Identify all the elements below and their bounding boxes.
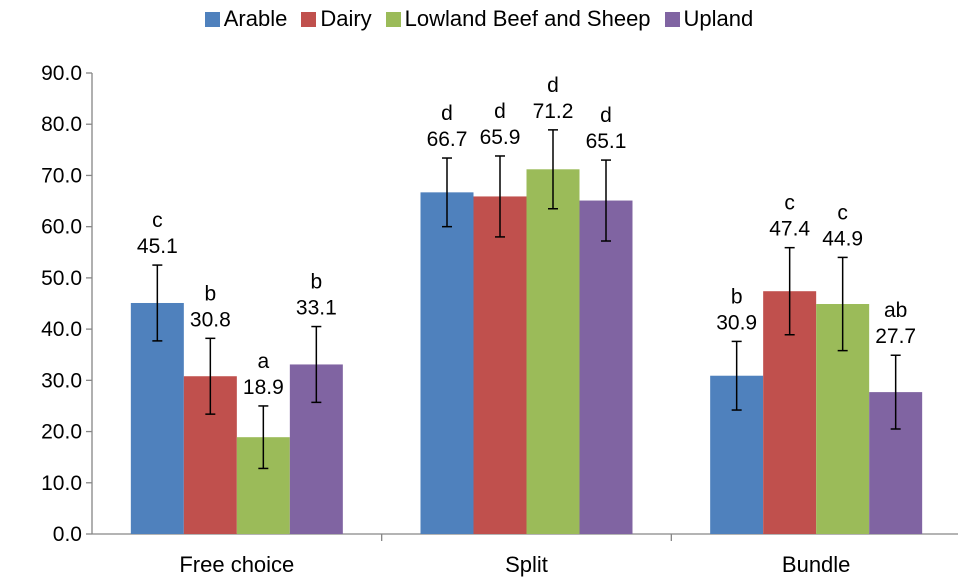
y-tick-label: 80.0 [41, 113, 82, 136]
significance-letter: b [731, 285, 743, 308]
significance-letter: b [204, 282, 216, 305]
legend-swatch-dairy [301, 11, 317, 27]
y-tick-label: 50.0 [41, 267, 82, 290]
data-label: 66.7 [427, 128, 468, 151]
data-label: 45.1 [137, 235, 178, 258]
legend-item-arable: Arable [204, 6, 288, 32]
y-tick-label: 0.0 [53, 523, 82, 546]
legend-swatch-arable [204, 11, 220, 27]
significance-letter: c [784, 192, 795, 215]
data-label: 33.1 [296, 297, 337, 320]
legend-label-arable: Arable [223, 6, 288, 31]
bar [526, 169, 580, 534]
x-tick-label: Free choice [179, 552, 294, 577]
legend-item-lowland: Lowland Beef and Sheep [385, 6, 651, 32]
significance-letter: d [547, 74, 559, 97]
data-label: 65.9 [480, 126, 521, 149]
chart-legend: Arable Dairy Lowland Beef and Sheep Upla… [0, 4, 958, 34]
legend-item-dairy: Dairy [301, 6, 372, 32]
data-label: 65.1 [586, 130, 627, 153]
data-label: 44.9 [822, 227, 863, 250]
y-tick-label: 40.0 [41, 318, 82, 341]
y-tick-label: 30.0 [41, 369, 82, 392]
y-tick-label: 20.0 [41, 421, 82, 444]
significance-letter: d [600, 104, 612, 127]
significance-letter: c [837, 201, 848, 224]
x-tick-label: Split [505, 552, 548, 577]
bar [420, 192, 474, 534]
y-tick-label: 10.0 [41, 472, 82, 495]
y-tick-label: 70.0 [41, 164, 82, 187]
data-label: 30.8 [190, 308, 231, 331]
bar [579, 200, 633, 534]
significance-letter: d [441, 102, 453, 125]
data-label: 30.9 [716, 311, 757, 334]
significance-letter: a [257, 350, 269, 373]
data-label: 47.4 [769, 218, 810, 241]
significance-letter: c [152, 209, 163, 232]
data-label: 27.7 [875, 325, 916, 348]
x-tick-label: Bundle [782, 552, 851, 577]
legend-swatch-upland [664, 11, 680, 27]
legend-item-upland: Upland [664, 6, 754, 32]
y-tick-label: 90.0 [41, 62, 82, 85]
significance-letter: b [310, 271, 322, 294]
data-label: 71.2 [533, 100, 574, 123]
legend-swatch-lowland [385, 11, 401, 27]
bar [473, 196, 527, 534]
y-tick-label: 60.0 [41, 216, 82, 239]
legend-label-upland: Upland [683, 6, 754, 31]
legend-label-lowland: Lowland Beef and Sheep [404, 6, 651, 31]
significance-letter: d [494, 100, 506, 123]
legend-label-dairy: Dairy [320, 6, 372, 31]
significance-letter: ab [884, 299, 907, 322]
data-label: 18.9 [243, 376, 284, 399]
